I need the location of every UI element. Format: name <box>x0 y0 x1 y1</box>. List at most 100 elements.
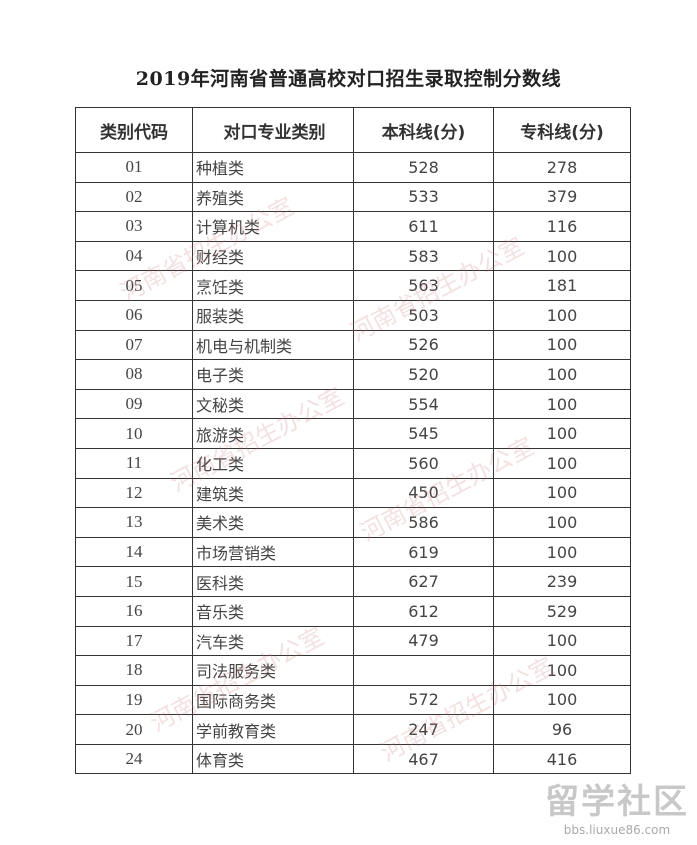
table-row: 18 司法服务类 100 <box>75 655 631 686</box>
table-row: 10 旅游类 545 100 <box>75 418 631 449</box>
major-category: 计算机类 <box>192 211 354 242</box>
header-college: 专科线(分) <box>493 107 631 153</box>
table-row: 16 音乐类 612 529 <box>75 595 631 627</box>
major-category: 机电与机制类 <box>192 329 354 361</box>
bachelor-score: 520 <box>353 359 494 390</box>
category-code: 08 <box>75 359 193 390</box>
category-code: 09 <box>75 388 193 420</box>
header-major: 对口专业类别 <box>192 107 354 153</box>
bachelor-score <box>353 655 494 686</box>
category-code: 06 <box>75 299 193 331</box>
site-logo: 留学社区 bbs.liuxue86.com <box>545 774 689 837</box>
logo-url: bbs.liuxue86.com <box>563 823 671 837</box>
college-score: 100 <box>493 655 631 686</box>
table-row: 13 美术类 586 100 <box>75 507 631 538</box>
bachelor-score: 554 <box>353 388 494 420</box>
college-score: 100 <box>493 536 631 568</box>
table-row: 24 体育类 467 416 <box>75 743 631 775</box>
bachelor-score: 583 <box>353 240 494 272</box>
major-category: 音乐类 <box>192 595 354 627</box>
category-code: 13 <box>75 507 193 538</box>
table-row: 04 财经类 583 100 <box>75 240 631 272</box>
major-category: 司法服务类 <box>192 655 354 686</box>
logo-name: 留学社区 <box>545 782 689 822</box>
bachelor-score: 627 <box>353 566 494 597</box>
college-score: 96 <box>493 714 631 745</box>
bachelor-score: 533 <box>353 181 494 213</box>
college-score: 416 <box>493 743 631 775</box>
category-code: 04 <box>75 240 193 272</box>
major-category: 财经类 <box>192 240 354 272</box>
major-category: 文秘类 <box>192 388 354 420</box>
score-table: 类别代码 对口专业类别 本科线(分) 专科线(分) 01 种植类 528 278 02 养… <box>75 107 631 775</box>
category-code: 11 <box>75 447 193 479</box>
header-code: 类别代码 <box>75 107 193 153</box>
table-row: 07 机电与机制类 526 100 <box>75 329 631 361</box>
table-row: 08 电子类 520 100 <box>75 359 631 390</box>
major-category: 体育类 <box>192 743 354 775</box>
category-code: 12 <box>75 477 193 509</box>
major-category: 化工类 <box>192 447 354 479</box>
category-code: 20 <box>75 714 193 745</box>
bachelor-score: 612 <box>353 595 494 627</box>
bachelor-score: 545 <box>353 418 494 449</box>
table-row: 06 服装类 503 100 <box>75 299 631 331</box>
category-code: 24 <box>75 743 193 775</box>
college-score: 278 <box>493 152 631 183</box>
table-row: 09 文秘类 554 100 <box>75 388 631 420</box>
category-code: 15 <box>75 566 193 597</box>
category-code: 10 <box>75 418 193 449</box>
major-category: 建筑类 <box>192 477 354 509</box>
bachelor-score: 619 <box>353 536 494 568</box>
college-score: 100 <box>493 447 631 479</box>
bachelor-score: 479 <box>353 625 494 657</box>
table-row: 19 国际商务类 572 100 <box>75 684 631 716</box>
category-code: 18 <box>75 655 193 686</box>
table-header-row: 类别代码 对口专业类别 本科线(分) 专科线(分) <box>75 107 631 153</box>
table-row: 17 汽车类 479 100 <box>75 625 631 657</box>
major-category: 种植类 <box>192 152 354 183</box>
bachelor-score: 450 <box>353 477 494 509</box>
college-score: 100 <box>493 684 631 716</box>
major-category: 美术类 <box>192 507 354 538</box>
table-row: 20 学前教育类 247 96 <box>75 714 631 745</box>
table-row: 15 医科类 627 239 <box>75 566 631 597</box>
college-score: 100 <box>493 625 631 657</box>
major-category: 烹饪类 <box>192 270 354 301</box>
major-category: 旅游类 <box>192 418 354 449</box>
college-score: 100 <box>493 329 631 361</box>
table-row: 12 建筑类 450 100 <box>75 477 631 509</box>
table-row: 02 养殖类 533 379 <box>75 181 631 213</box>
college-score: 379 <box>493 181 631 213</box>
college-score: 100 <box>493 507 631 538</box>
document-title: 2019年河南省普通高校对口招生录取控制分数线 <box>135 68 562 90</box>
college-score: 239 <box>493 566 631 597</box>
category-code: 02 <box>75 181 193 213</box>
category-code: 19 <box>75 684 193 716</box>
category-code: 07 <box>75 329 193 361</box>
bachelor-score: 503 <box>353 299 494 331</box>
bachelor-score: 528 <box>353 152 494 183</box>
header-bachelor: 本科线(分) <box>353 107 494 153</box>
bachelor-score: 247 <box>353 714 494 745</box>
college-score: 100 <box>493 477 631 509</box>
major-category: 服装类 <box>192 299 354 331</box>
major-category: 国际商务类 <box>192 684 354 716</box>
category-code: 01 <box>75 152 193 183</box>
category-code: 03 <box>75 211 193 242</box>
college-score: 116 <box>493 211 631 242</box>
major-category: 市场营销类 <box>192 536 354 568</box>
bachelor-score: 586 <box>353 507 494 538</box>
major-category: 医科类 <box>192 566 354 597</box>
college-score: 100 <box>493 388 631 420</box>
bachelor-score: 611 <box>353 211 494 242</box>
college-score: 100 <box>493 299 631 331</box>
bachelor-score: 526 <box>353 329 494 361</box>
college-score: 100 <box>493 418 631 449</box>
bachelor-score: 563 <box>353 270 494 301</box>
category-code: 05 <box>75 270 193 301</box>
college-score: 100 <box>493 359 631 390</box>
major-category: 养殖类 <box>192 181 354 213</box>
table-row: 01 种植类 528 278 <box>75 152 631 183</box>
category-code: 16 <box>75 595 193 627</box>
